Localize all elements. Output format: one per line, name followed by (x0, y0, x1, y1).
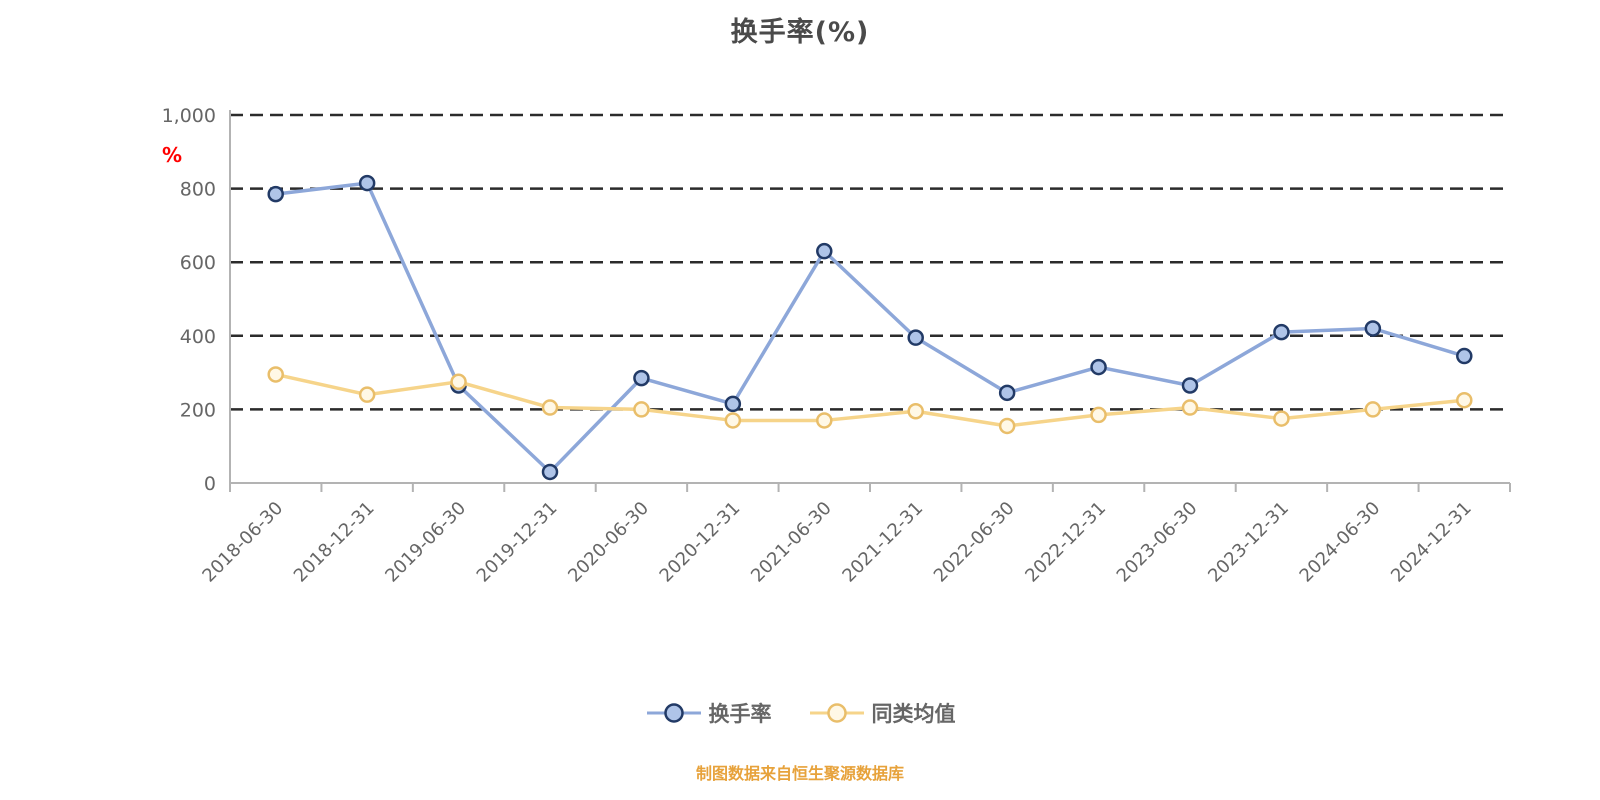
data-point[interactable] (1364, 320, 1382, 337)
data-point[interactable] (998, 384, 1016, 402)
legend-item-turnover[interactable]: 换手率 (645, 698, 772, 728)
data-point[interactable] (1090, 358, 1107, 376)
y-axis-unit-label: % (162, 143, 182, 167)
legend-label-turnover: 换手率 (708, 702, 772, 726)
x-tick-label: 2021-06-30 (747, 498, 836, 587)
y-tick-label: 200 (180, 399, 216, 421)
x-tick-label: 2019-06-30 (381, 498, 470, 587)
data-point[interactable] (1181, 399, 1199, 416)
y-tick-label: 800 (180, 179, 216, 201)
x-tick-label: 2022-06-30 (930, 498, 1019, 587)
y-tick-label: 1,000 (162, 105, 216, 127)
x-tick-label: 2020-12-31 (656, 498, 745, 587)
data-point[interactable] (816, 412, 833, 429)
data-point[interactable] (907, 402, 924, 420)
y-tick-label: 400 (180, 326, 216, 348)
x-tick-label: 2021-12-31 (838, 498, 927, 587)
x-tick-label: 2024-12-31 (1387, 498, 1476, 587)
data-point[interactable] (633, 369, 650, 387)
data-point[interactable] (907, 329, 924, 346)
data-point[interactable] (450, 373, 467, 391)
data-point[interactable] (1090, 406, 1107, 424)
series-line-turnover (273, 181, 1467, 474)
y-tick-label: 600 (180, 252, 216, 274)
data-point[interactable] (1181, 377, 1199, 394)
legend: 换手率 同类均值 (0, 698, 1600, 728)
data-point[interactable] (816, 242, 833, 260)
x-tick-label: 2018-06-30 (198, 498, 287, 587)
data-point[interactable] (1273, 410, 1290, 427)
x-tick-label: 2022-12-31 (1021, 498, 1110, 587)
y-tick-label: 0 (204, 473, 216, 495)
legend-item-category-average[interactable]: 同类均值 (808, 698, 956, 728)
data-point[interactable] (358, 386, 376, 403)
legend-label-category-average: 同类均值 (871, 702, 956, 726)
data-source-note: 制图数据来自恒生聚源数据库 (695, 764, 904, 783)
data-point[interactable] (267, 366, 284, 383)
data-point[interactable] (724, 395, 742, 413)
legend-marker-turnover-icon (646, 703, 701, 723)
x-tick-label: 2019-12-31 (473, 498, 562, 587)
x-tick-label: 2020-06-30 (564, 498, 653, 587)
x-tick-label: 2024-06-30 (1296, 498, 1385, 587)
x-tick-label: 2018-12-31 (290, 498, 379, 587)
data-point[interactable] (1273, 323, 1290, 341)
chart-title: 换手率(%) (730, 17, 870, 48)
data-point[interactable] (724, 412, 742, 429)
data-point[interactable] (1364, 401, 1382, 418)
x-tick-label: 2023-12-31 (1204, 498, 1293, 587)
legend-marker-category-average-icon (809, 703, 864, 723)
data-point[interactable] (998, 417, 1016, 435)
data-point[interactable] (267, 185, 284, 203)
data-point[interactable] (1456, 391, 1473, 409)
data-point[interactable] (633, 401, 650, 418)
x-tick-label: 2023-06-30 (1113, 498, 1202, 587)
series-line-category-average (273, 372, 1467, 428)
data-point[interactable] (358, 174, 376, 192)
data-point[interactable] (541, 463, 559, 481)
data-point[interactable] (541, 399, 559, 416)
data-point[interactable] (1456, 347, 1473, 365)
